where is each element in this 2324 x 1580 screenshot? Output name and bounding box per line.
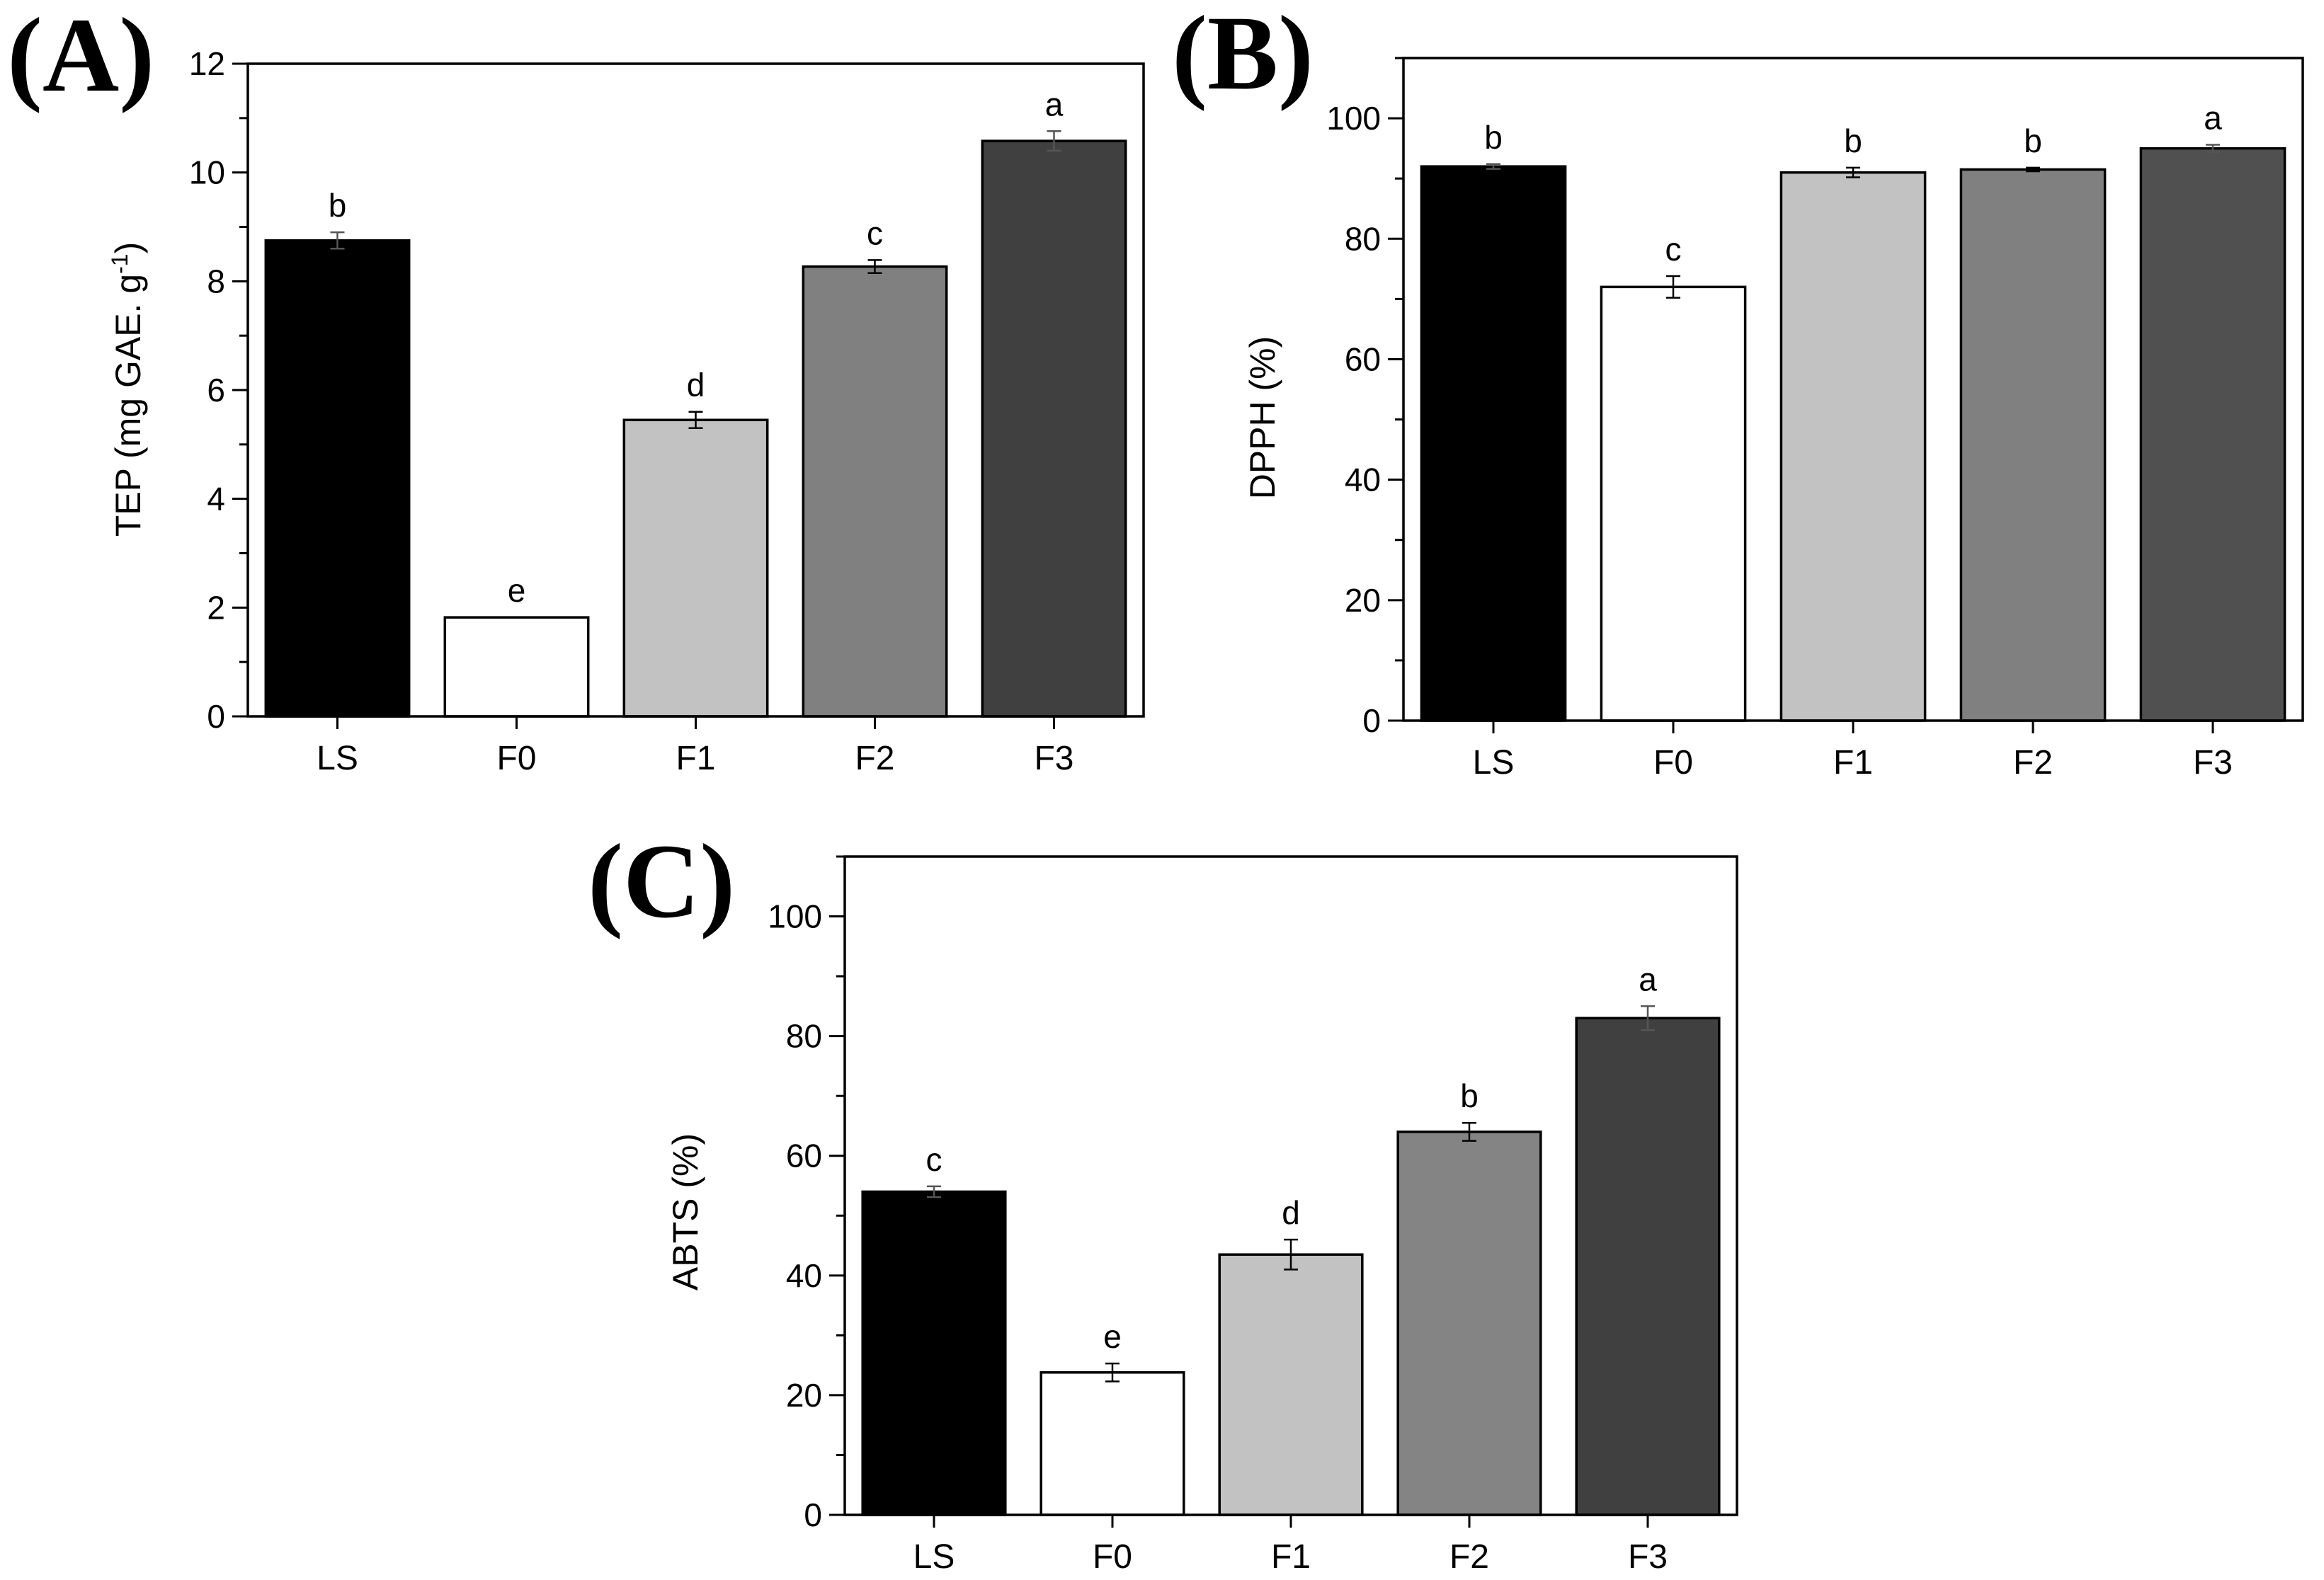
y-axis-title: DPPH (%)	[1243, 336, 1282, 500]
x-tick-label: F2	[2013, 744, 2053, 782]
x-tick-label: F1	[676, 740, 715, 777]
bar-F2	[1959, 168, 2107, 722]
y-tick-label: 0	[804, 1496, 822, 1533]
bar-LS	[264, 239, 411, 718]
significance-label: d	[1282, 1194, 1300, 1231]
y-axis-title: TEP (mg GAE. g-1)	[107, 242, 148, 537]
plot-frame	[246, 62, 1145, 718]
y-tick-label: 12	[189, 45, 225, 82]
significance-label: c	[926, 1141, 942, 1178]
significance-label: d	[687, 367, 705, 403]
y-tick-label: 8	[207, 263, 225, 299]
chart-panel-2: (B) 0 20 40 60 80 100 b LS c F0 b F1 b F2 a F3 DPPH (%)	[1172, 0, 2304, 782]
bar-F3	[981, 139, 1127, 718]
significance-label: a	[1639, 961, 1657, 997]
y-tick-label: 6	[207, 372, 225, 408]
y-tick-label: 80	[1345, 220, 1381, 257]
y-tick-label: 100	[768, 898, 822, 935]
y-tick-label: 80	[786, 1018, 822, 1055]
bar-LS	[861, 1190, 1007, 1516]
x-tick-label: F0	[1653, 744, 1693, 782]
bar-F0	[443, 616, 590, 718]
bar-F1	[622, 418, 769, 718]
plot-frame	[1402, 57, 2304, 722]
x-tick-label: LS	[317, 740, 358, 777]
x-tick-label: F2	[855, 740, 894, 777]
panel-label: (A)	[7, 0, 154, 114]
significance-label: b	[2024, 122, 2042, 159]
significance-label: c	[1665, 231, 1682, 268]
x-tick-label: F0	[496, 740, 536, 777]
y-tick-label: 60	[786, 1138, 822, 1174]
panel-label: (C)	[588, 823, 735, 940]
significance-label: b	[1844, 122, 1862, 159]
x-tick-label: LS	[1473, 744, 1515, 782]
y-tick-label: 20	[786, 1377, 822, 1414]
bar-F1	[1779, 171, 1927, 722]
significance-label: c	[867, 214, 883, 251]
y-tick-label: 100	[1326, 100, 1381, 137]
bar-F0	[1039, 1371, 1185, 1516]
x-tick-label: F3	[2193, 744, 2233, 782]
significance-label: e	[508, 572, 526, 609]
x-tick-label: F0	[1093, 1538, 1132, 1576]
y-tick-label: 4	[207, 481, 225, 517]
x-tick-label: F3	[1034, 740, 1073, 777]
significance-label: a	[1045, 86, 1064, 122]
chart-panel-3: (C) 0 20 40 60 80 100 c LS e F0 d F1 b F2 a F3 ABTS (%)	[588, 823, 1738, 1576]
significance-label: b	[1460, 1077, 1479, 1114]
x-tick-label: F1	[1271, 1538, 1311, 1576]
x-tick-label: F2	[1449, 1538, 1489, 1576]
bar-F0	[1600, 285, 1747, 722]
bar-LS	[1420, 165, 1567, 722]
x-tick-label: F1	[1833, 744, 1873, 782]
y-tick-label: 10	[189, 154, 225, 191]
y-tick-label: 40	[786, 1257, 822, 1294]
y-tick-label: 60	[1345, 340, 1381, 377]
bar-F3	[1575, 1017, 1721, 1516]
y-axis-title: ABTS (%)	[666, 1133, 705, 1290]
significance-label: b	[329, 187, 347, 224]
bar-F3	[2139, 147, 2286, 722]
x-tick-label: F3	[1628, 1538, 1668, 1576]
significance-label: a	[2204, 100, 2222, 137]
plot-frame	[843, 855, 1738, 1516]
bar-F2	[802, 265, 948, 718]
bar-F2	[1396, 1130, 1542, 1516]
chart-panel-1: (A) 0 2 4 6 8 10 12 b LS e F0 d F1 c F2 a F3 TEP (mg GAE. …	[7, 0, 1145, 777]
y-tick-label: 20	[1345, 582, 1381, 619]
bar-F1	[1218, 1253, 1364, 1516]
y-tick-label: 0	[207, 698, 225, 735]
y-tick-label: 40	[1345, 462, 1381, 498]
significance-label: b	[1484, 119, 1503, 156]
panel-label: (B)	[1172, 0, 1314, 112]
y-tick-label: 2	[207, 589, 225, 626]
x-tick-label: LS	[913, 1538, 955, 1576]
y-tick-label: 0	[1362, 702, 1381, 739]
significance-label: e	[1103, 1318, 1122, 1355]
